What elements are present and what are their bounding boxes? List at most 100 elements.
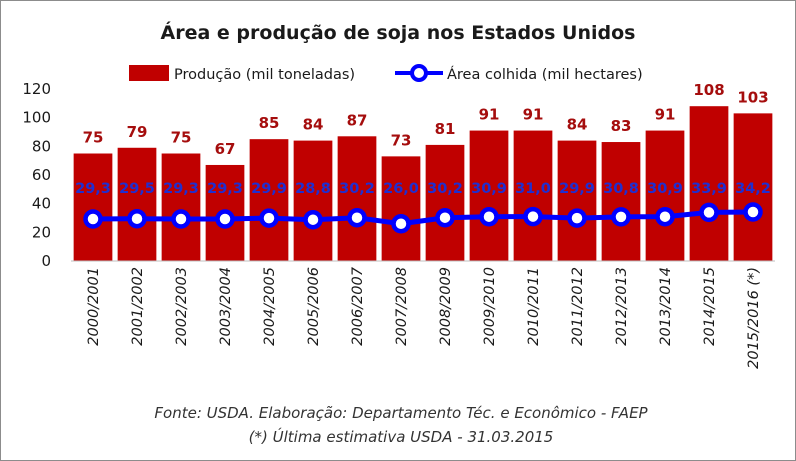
line-data-label: 26,0 — [383, 181, 419, 197]
bar — [381, 156, 421, 261]
x-tick-label: 2000/2001 — [86, 267, 102, 346]
line-point — [259, 208, 279, 228]
x-axis: 2000/2001 2001/2002 2002/2003 2003/2004 2004… — [71, 260, 775, 369]
x-tick-label: 2001/2002 — [130, 267, 146, 346]
bar-data-label: 103 — [737, 88, 768, 106]
x-tick-label: 2009/2010 — [482, 267, 498, 346]
y-tick-label: 120 — [22, 80, 51, 98]
bar — [469, 130, 509, 261]
bar — [249, 139, 289, 261]
line-point — [655, 206, 675, 227]
x-tick-label: 2006/2007 — [350, 266, 366, 345]
bar-data-label: 91 — [479, 106, 500, 124]
line-point — [303, 209, 323, 230]
bar — [601, 142, 641, 261]
bar-data-labels: 75 79 75 67 85 84 87 73 81 91 91 84 83 91 108 103 — [83, 81, 769, 158]
x-tick-label: 2007/2008 — [394, 267, 410, 346]
bar — [557, 140, 597, 261]
bar-data-label: 91 — [523, 106, 544, 124]
area-line — [92, 209, 754, 227]
line-series-area — [83, 202, 763, 234]
bar-data-label: 91 — [655, 106, 676, 124]
line-point — [743, 202, 763, 222]
y-tick-label: 0 — [41, 252, 51, 270]
bar-data-label: 84 — [567, 116, 588, 134]
bar — [645, 130, 685, 261]
line-data-label: 31,0 — [515, 181, 551, 197]
footnote: (*) Última estimativa USDA - 31.03.2015 — [249, 427, 554, 446]
bar-data-label: 85 — [259, 114, 280, 132]
line-point — [523, 206, 543, 227]
bar-data-label: 75 — [83, 129, 104, 147]
line-data-label: 30,9 — [647, 181, 683, 197]
y-tick-label: 60 — [32, 166, 51, 184]
bar — [337, 136, 377, 261]
bar — [689, 106, 729, 261]
line-point — [567, 208, 587, 228]
legend-swatch-production — [129, 65, 169, 81]
bar — [73, 153, 113, 261]
x-tick-label: 2008/2009 — [438, 267, 454, 346]
y-tick-label: 100 — [22, 109, 51, 127]
bar-data-label: 79 — [127, 123, 148, 141]
bar — [161, 153, 201, 261]
x-tick-label: 2010/2011 — [526, 267, 542, 346]
y-tick-label: 80 — [32, 137, 51, 155]
chart-title: Área e produção de soja nos Estados Unid… — [161, 21, 636, 44]
line-point — [171, 209, 191, 229]
y-axis: 0 20 40 60 80 100 120 — [22, 80, 51, 270]
line-data-label: 29,9 — [251, 181, 287, 197]
line-point — [479, 206, 499, 227]
bar-data-label: 83 — [611, 117, 632, 135]
bar — [293, 140, 333, 261]
line-point — [391, 213, 411, 234]
line-point — [347, 207, 367, 228]
line-point — [611, 207, 631, 227]
line-data-label: 33,9 — [691, 181, 727, 197]
bar-data-label: 108 — [693, 81, 724, 99]
x-tick-label: 2013/2014 — [658, 267, 674, 346]
bar-data-label: 84 — [303, 116, 324, 134]
line-point — [215, 209, 235, 229]
y-tick-label: 20 — [32, 223, 51, 241]
line-point — [699, 202, 719, 223]
line-data-label: 30,2 — [339, 181, 375, 197]
line-data-label: 29,3 — [207, 181, 243, 197]
line-point — [83, 209, 103, 229]
line-point — [435, 207, 455, 228]
bar-data-label: 75 — [171, 129, 192, 147]
line-data-label: 29,3 — [75, 181, 111, 197]
chart-legend: Produção (mil toneladas) Área colhida (m… — [129, 64, 643, 83]
x-tick-label: 2005/2006 — [306, 267, 322, 346]
source-note: Fonte: USDA. Elaboração: Departamento Té… — [154, 404, 648, 422]
bar-data-label: 87 — [347, 111, 368, 129]
y-tick-label: 40 — [32, 195, 51, 213]
line-data-label: 29,5 — [119, 181, 155, 197]
bar — [733, 113, 773, 261]
bar — [425, 144, 465, 261]
line-data-labels: 29,3 29,5 29,3 29,3 29,9 28,8 30,2 26,0 30,2 30,9… — [75, 181, 771, 197]
x-tick-label: 2015/2016 (*) — [746, 267, 762, 369]
bar — [117, 147, 157, 261]
line-data-label: 34,2 — [735, 181, 771, 197]
bar-data-label: 81 — [435, 120, 456, 138]
bar-data-label: 73 — [391, 131, 412, 149]
legend-label-production: Produção (mil toneladas) — [174, 67, 355, 83]
line-data-label: 29,3 — [163, 181, 199, 197]
x-tick-label: 2012/2013 — [614, 267, 630, 346]
line-data-label: 30,9 — [471, 181, 507, 197]
legend-label-area: Área colhida (mil hectares) — [447, 66, 643, 83]
x-tick-label: 2011/2012 — [570, 267, 586, 346]
bar-series-production — [73, 106, 773, 261]
line-data-label: 30,8 — [603, 181, 639, 197]
x-tick-label: 2004/2005 — [262, 267, 278, 346]
x-tick-label: 2002/2003 — [174, 267, 190, 346]
line-data-label: 30,2 — [427, 181, 463, 197]
x-tick-label: 2003/2004 — [218, 267, 234, 346]
line-data-label: 28,8 — [295, 181, 331, 197]
bar-data-label: 67 — [215, 140, 236, 158]
line-point — [127, 208, 147, 229]
line-data-label: 29,9 — [559, 181, 595, 197]
